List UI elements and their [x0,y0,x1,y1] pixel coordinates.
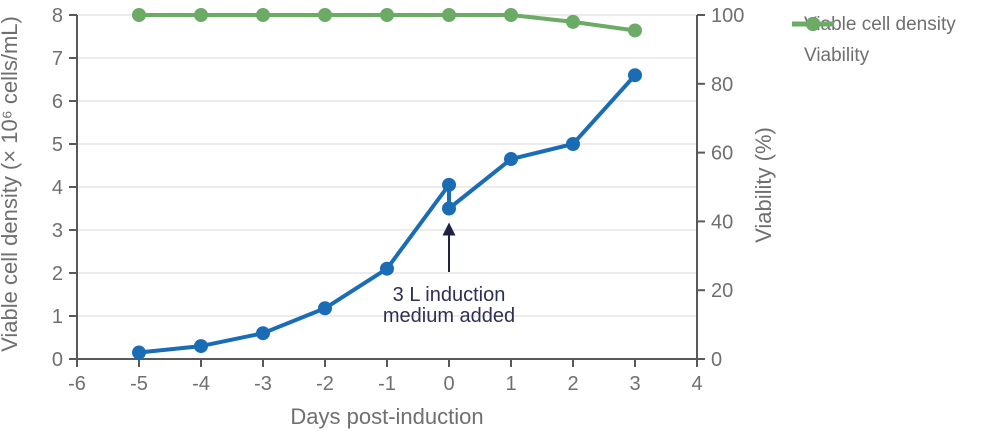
y-left-tick-label: 7 [52,48,63,70]
series-line-viable-cell-density [137,73,637,355]
legend-item-viability: Viability [791,17,956,66]
data-point-viability [194,8,208,22]
y-right-tick-label: 60 [711,143,733,165]
x-tick-label: 4 [691,373,702,395]
y-left-tick-label: 6 [52,91,63,113]
data-point-viable-cell-density [318,301,332,316]
gridlines [77,14,697,317]
data-point-viability [318,8,332,22]
x-tick-label: -4 [192,373,210,395]
data-point-viable-cell-density [194,339,208,354]
data-point-viable-cell-density [628,68,642,83]
y-left-tick-label: 4 [52,177,63,199]
series-plot [132,8,642,360]
y-left-tick-label: 3 [52,220,63,242]
data-point-viable-cell-density [504,152,518,167]
y-axis-right-title: Viability (%) [751,127,776,243]
data-point-viability [132,8,146,22]
x-tick-label: 2 [567,373,578,395]
data-point-viability [442,8,456,22]
y-right-tick-label: 0 [711,349,722,371]
annotation-arrowhead-icon [442,222,456,236]
y-right-tick-label: 20 [711,280,733,302]
y-left-tick-label: 0 [52,349,63,371]
data-point-viable-cell-density [566,137,580,151]
x-tick-label: -6 [68,373,86,395]
x-tick-label: 1 [505,373,516,395]
y-axis-left-title: Viable cell density (× 10⁶ cells/mL) [0,16,22,352]
data-point-viability [256,8,270,22]
legend-label: Viable cell density [804,14,956,35]
data-point-viability [380,8,394,22]
data-point-viability [628,23,642,38]
y-right-tick-label: 100 [711,5,744,27]
y-left-tick-label: 5 [52,134,63,156]
x-tick-label: -5 [130,373,148,395]
data-point-viable-cell-density [442,201,456,216]
y-left-tick-label: 1 [52,306,63,328]
y-right-tick-label: 80 [711,74,733,96]
x-tick-label: -3 [254,373,272,395]
y-left-tick-label: 8 [52,5,63,27]
data-point-viable-cell-density [380,261,394,276]
annotation-text-line2: medium added [383,305,515,327]
data-point-viable-cell-density [132,345,146,360]
data-point-viable-cell-density [256,326,270,341]
legend-dot [806,17,820,31]
axes [69,14,705,367]
legend: Viable cell density Viability [791,14,956,66]
x-tick-label: -2 [316,373,334,395]
x-tick-label: 3 [629,373,640,395]
y-left-tick-label: 2 [52,263,63,285]
x-tick-label: 0 [443,373,454,395]
legend-label: Viability [804,45,870,66]
x-tick-label: -1 [378,373,396,395]
data-point-viability [566,14,580,29]
data-point-viable-cell-density [442,177,456,192]
annotation-text-line1: 3 L induction [393,284,506,306]
y-right-tick-label: 40 [711,211,733,233]
legend-marker-icon [792,17,834,31]
x-axis-title: Days post-induction [290,404,483,429]
data-point-viability [504,8,518,22]
